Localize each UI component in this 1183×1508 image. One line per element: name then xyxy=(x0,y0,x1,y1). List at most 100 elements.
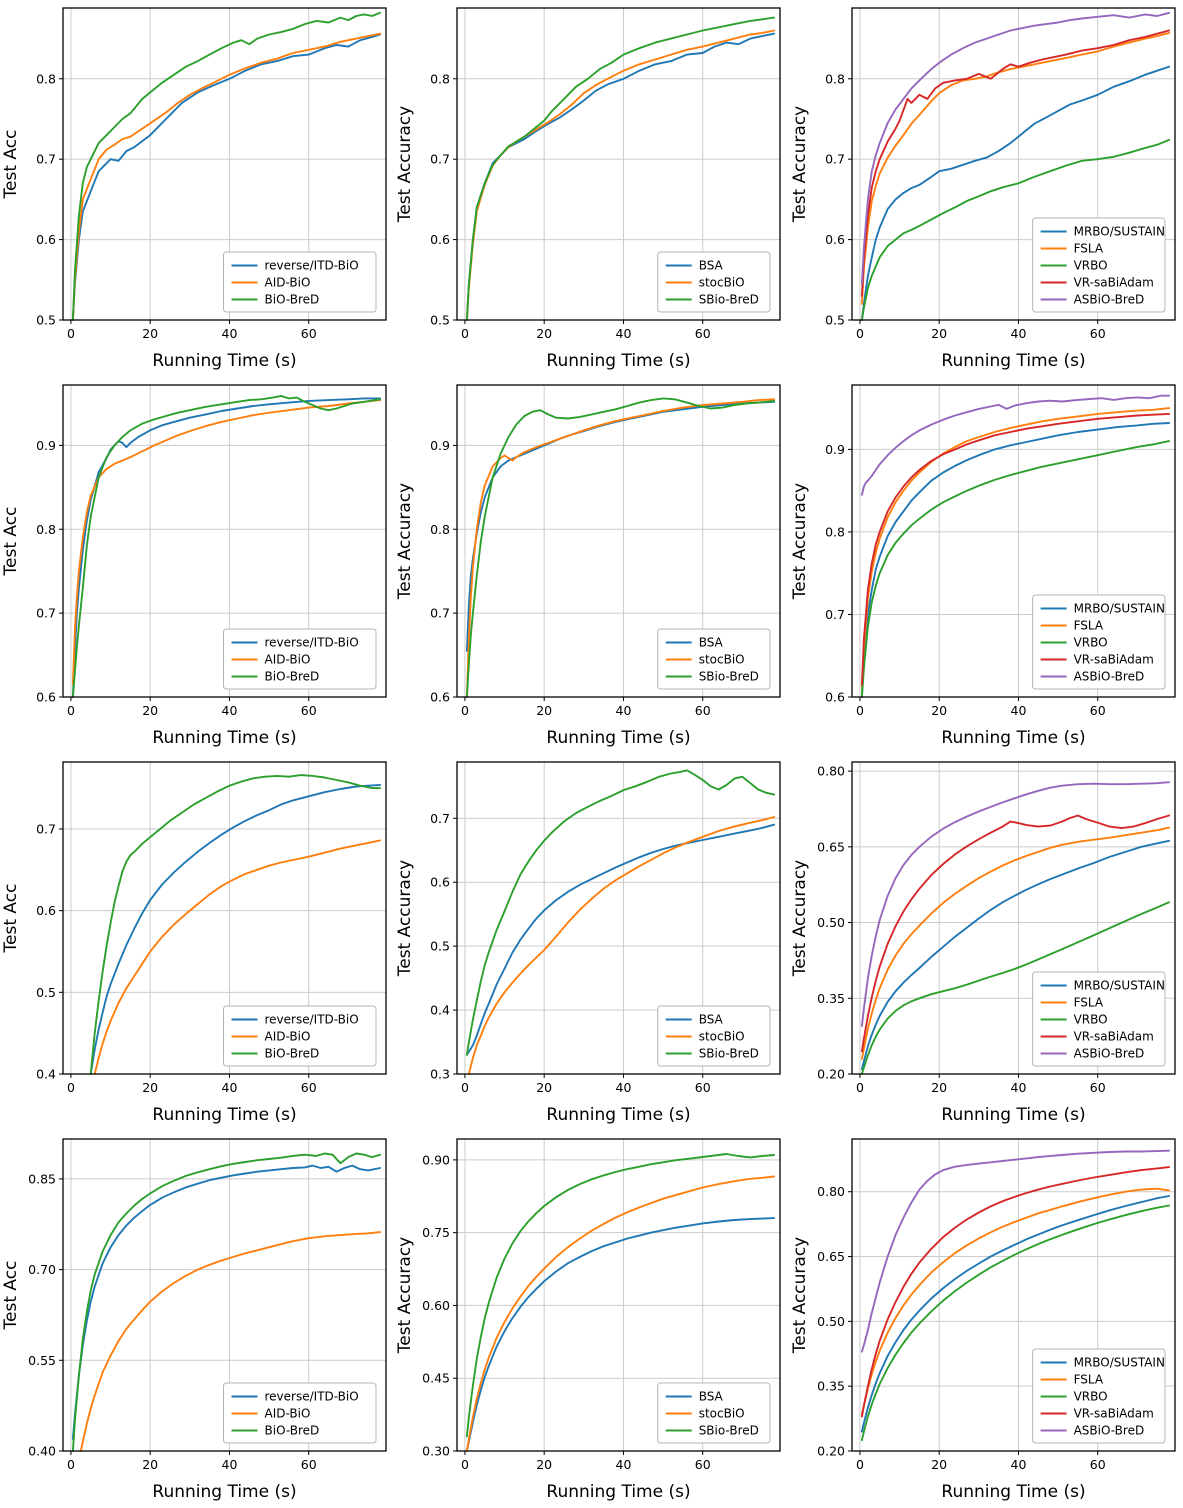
y-tick-label: 0.35 xyxy=(817,991,845,1006)
y-axis-label: Test Accuracy xyxy=(790,483,810,601)
x-axis-label: Running Time (s) xyxy=(153,351,297,371)
y-tick-label: 0.7 xyxy=(431,152,451,167)
series-line xyxy=(860,394,1170,496)
legend: reverse/ITD-BiO AID-BiO BiO-BreD xyxy=(223,1382,377,1444)
x-axis-label: Running Time (s) xyxy=(153,1482,297,1502)
x-axis-label: Running Time (s) xyxy=(153,728,297,748)
x-tick-label: 60 xyxy=(1090,703,1106,718)
y-tick-label: 0.20 xyxy=(817,1444,845,1459)
series-line xyxy=(466,1175,776,1452)
chart-canvas: 0 20 40 60 0.4 0.5 0.6 0.7 Running Time (s) Test … xyxy=(1,761,387,1125)
x-tick-label: 20 xyxy=(931,703,947,718)
y-tick-label: 0.7 xyxy=(825,152,845,167)
y-tick-label: 0.6 xyxy=(36,903,56,918)
legend: BSA stocBiO SBio-BreD xyxy=(657,1005,771,1067)
legend-label: reverse/ITD-BiO xyxy=(265,1013,359,1027)
legend-label: reverse/ITD-BiO xyxy=(265,1390,359,1404)
legend-label: SBio-BreD xyxy=(699,293,759,307)
x-tick-label: 0 xyxy=(461,326,469,341)
axes-spines xyxy=(851,384,1176,698)
series-line xyxy=(860,440,1170,698)
series-line xyxy=(466,769,776,1056)
legend-label: stocBiO xyxy=(699,1407,745,1421)
x-tick-label: 60 xyxy=(301,703,317,718)
legend-box xyxy=(1031,217,1166,313)
legend-label: FSLA xyxy=(1073,996,1103,1010)
x-axis-label: Running Time (s) xyxy=(547,728,691,748)
x-tick-label: 60 xyxy=(695,1080,711,1095)
legend-box xyxy=(657,628,771,690)
y-tick-label: 0.90 xyxy=(423,1152,451,1167)
x-tick-label: 60 xyxy=(695,703,711,718)
legend-label: BiO-BreD xyxy=(265,1047,320,1061)
subplot-row3-col3: 0 20 40 60 0.20 0.35 0.50 0.65 0.80 Running Time … xyxy=(789,754,1183,1131)
y-tick-label: 0.7 xyxy=(36,606,56,621)
series-line xyxy=(72,33,382,321)
x-tick-label: 40 xyxy=(616,703,632,718)
legend-label: MRBO/SUSTAIN xyxy=(1073,602,1164,616)
legend: BSA stocBiO SBio-BreD xyxy=(657,628,771,690)
subplot-row4-col3: 0 20 40 60 0.20 0.35 0.50 0.65 0.80 Running Time … xyxy=(789,1131,1183,1508)
y-tick-label: 0.70 xyxy=(28,1262,56,1277)
legend-box xyxy=(1031,971,1166,1067)
x-axis-label: Running Time (s) xyxy=(941,351,1085,371)
x-tick-label: 20 xyxy=(537,1457,553,1472)
subplot-row2-col3: 0 20 40 60 0.6 0.7 0.8 0.9 Running Time (s) Test … xyxy=(789,377,1183,754)
x-axis-label: Running Time (s) xyxy=(941,1105,1085,1125)
y-tick-label: 0.7 xyxy=(825,607,845,622)
axes-spines xyxy=(851,761,1176,1075)
chart-canvas: 0 20 40 60 0.20 0.35 0.50 0.65 0.80 Running Time … xyxy=(790,761,1176,1125)
y-tick-label: 0.6 xyxy=(431,232,451,247)
x-tick-label: 60 xyxy=(1090,1080,1106,1095)
legend: MRBO/SUSTAIN FSLA VRBO VR-saBiAdam ASBiO-Bre… xyxy=(1031,971,1166,1067)
x-tick-label: 40 xyxy=(222,326,238,341)
legend-label: BSA xyxy=(699,259,724,273)
y-tick-label: 0.40 xyxy=(28,1444,56,1459)
series-line xyxy=(468,816,776,1075)
y-axis-label: Test Accuracy xyxy=(395,106,415,224)
series-line xyxy=(860,31,1170,305)
y-tick-label: 0.7 xyxy=(36,821,56,836)
subplot-row4-col1: 0 20 40 60 0.40 0.55 0.70 0.85 Running Time (s) T… xyxy=(0,1131,394,1508)
x-tick-label: 20 xyxy=(931,1080,947,1095)
x-tick-label: 20 xyxy=(931,1457,947,1472)
chart-canvas: 0 20 40 60 0.6 0.7 0.8 0.9 Running Time (s) Test … xyxy=(790,384,1176,748)
y-tick-label: 0.8 xyxy=(431,71,451,86)
legend-box xyxy=(1031,594,1166,690)
x-tick-label: 20 xyxy=(537,1080,553,1095)
series-line xyxy=(860,29,1170,297)
legend-label: stocBiO xyxy=(699,1030,745,1044)
x-tick-label: 60 xyxy=(695,1457,711,1472)
subplot-row3-col1: 0 20 40 60 0.4 0.5 0.6 0.7 Running Time (s) Test … xyxy=(0,754,394,1131)
series-line xyxy=(860,1195,1170,1433)
y-tick-label: 0.8 xyxy=(36,71,56,86)
series-line xyxy=(860,407,1170,690)
y-tick-label: 0.6 xyxy=(825,232,845,247)
x-tick-label: 40 xyxy=(1010,703,1026,718)
chart-canvas: 0 20 40 60 0.6 0.7 0.8 0.9 Running Time (s) Test … xyxy=(395,384,782,748)
series-line xyxy=(860,11,1170,285)
legend: BSA stocBiO SBio-BreD xyxy=(657,1382,771,1444)
y-tick-label: 0.65 xyxy=(817,1249,845,1264)
chart-canvas: 0 20 40 60 0.5 0.6 0.7 0.8 Running Time (s) Test … xyxy=(1,7,387,371)
y-tick-label: 0.30 xyxy=(423,1444,451,1459)
y-tick-label: 0.6 xyxy=(36,232,56,247)
subplot-row2-col2: 0 20 40 60 0.6 0.7 0.8 0.9 Running Time (s) Test … xyxy=(394,377,788,754)
legend-label: ASBiO-BreD xyxy=(1073,293,1144,307)
y-axis-label: Test Accuracy xyxy=(790,106,810,224)
legend-label: VRBO xyxy=(1073,1390,1107,1404)
legend: reverse/ITD-BiO AID-BiO BiO-BreD xyxy=(223,1005,377,1067)
y-tick-label: 0.6 xyxy=(431,875,451,890)
x-tick-label: 60 xyxy=(695,326,711,341)
y-tick-label: 0.35 xyxy=(817,1379,845,1394)
x-tick-label: 0 xyxy=(856,1080,864,1095)
x-tick-label: 40 xyxy=(222,1080,238,1095)
legend-label: AID-BiO xyxy=(265,653,311,667)
x-tick-label: 40 xyxy=(222,1457,238,1472)
legend-label: SBio-BreD xyxy=(699,1424,759,1438)
axes-spines xyxy=(851,1138,1176,1452)
series-line xyxy=(72,11,382,321)
series-line xyxy=(89,774,382,1075)
legend: reverse/ITD-BiO AID-BiO BiO-BreD xyxy=(223,628,377,690)
y-tick-label: 0.50 xyxy=(817,1314,845,1329)
